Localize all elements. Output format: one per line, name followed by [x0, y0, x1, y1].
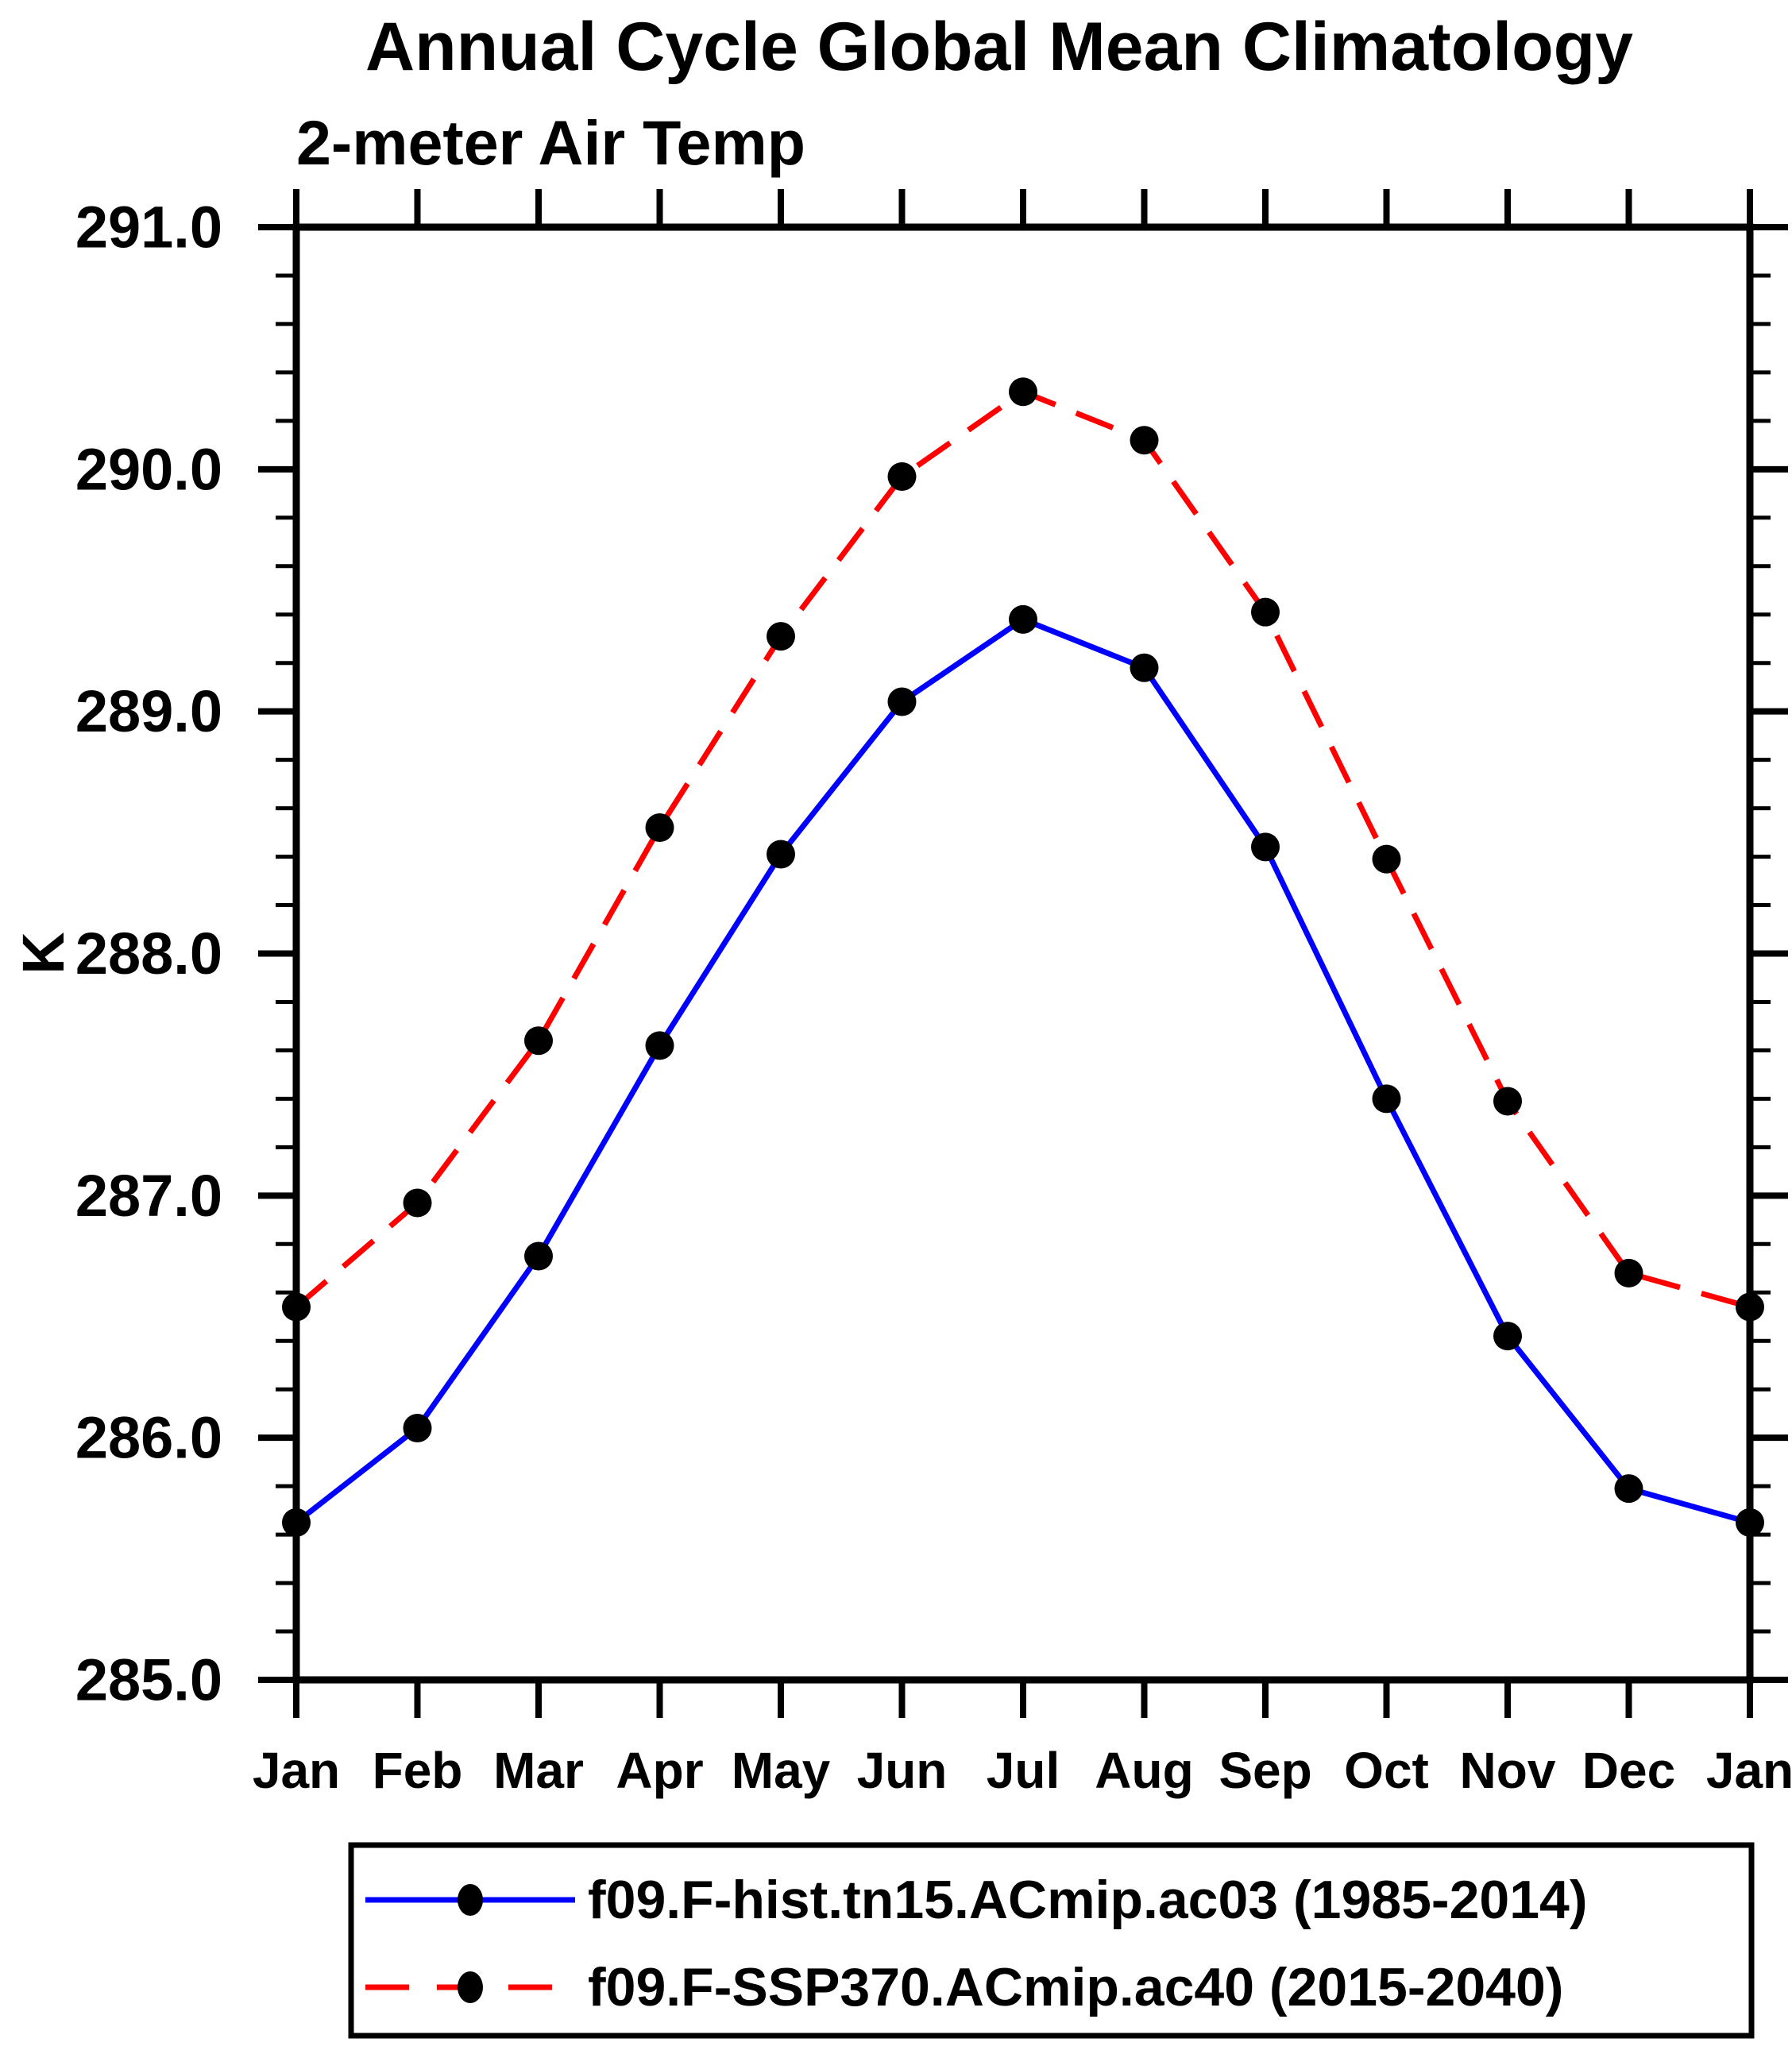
series-1-marker	[524, 1026, 553, 1056]
series-0-marker	[645, 1031, 674, 1060]
x-tick-label: Jan	[253, 1742, 340, 1799]
series-0-marker	[1251, 832, 1280, 862]
series-1-marker	[1372, 844, 1401, 874]
series-0-marker	[1372, 1084, 1401, 1114]
x-tick-label: Apr	[616, 1742, 703, 1799]
x-tick-label: Nov	[1460, 1742, 1556, 1799]
series-0-marker	[767, 840, 795, 869]
series-1-marker	[645, 813, 674, 842]
series-0-marker	[1736, 1508, 1764, 1537]
legend-marker-1	[458, 1971, 483, 2003]
series-layer	[282, 377, 1764, 1537]
x-tick-label: Oct	[1344, 1742, 1429, 1799]
series-0-marker	[403, 1413, 432, 1442]
plot-frame	[292, 223, 1754, 1684]
legend-layer: f09.F-hist.tn15.ACmip.ac03 (1985-2014) f0…	[348, 1842, 1755, 2039]
series-line-1	[294, 388, 1751, 1310]
series-1-marker	[1009, 377, 1037, 407]
series-0-marker	[524, 1241, 553, 1271]
series-1-marker	[403, 1188, 432, 1218]
y-tick-label: 290.0	[75, 436, 222, 502]
legend-label-0: f09.F-hist.tn15.ACmip.ac03 (1985-2014)	[588, 1870, 1588, 1930]
legend-box	[348, 1842, 1755, 2039]
series-1-marker	[1614, 1258, 1643, 1288]
x-tick-label: Jun	[857, 1742, 948, 1799]
y-axis-label: K	[10, 932, 76, 974]
series-1-marker	[282, 1292, 311, 1322]
series-0-marker	[887, 687, 917, 716]
series-1-marker	[887, 461, 917, 491]
y-tick-label: 285.0	[75, 1647, 222, 1713]
y-tick-label: 287.0	[75, 1163, 222, 1229]
y-tick-label: 289.0	[75, 678, 222, 744]
series-1-marker	[767, 622, 795, 651]
series-1-marker	[1493, 1087, 1522, 1116]
series-0-marker	[282, 1508, 311, 1537]
x-tick-label: Dec	[1582, 1742, 1675, 1799]
legend-label-1: f09.F-SSP370.ACmip.ac40 (2015-2040)	[588, 1957, 1563, 2017]
x-tick-label: May	[732, 1742, 831, 1799]
chart-subtitle: 2-meter Air Temp	[296, 107, 805, 178]
y-tick-label: 291.0	[75, 195, 222, 261]
series-1-marker	[1130, 426, 1159, 455]
series-0-marker	[1009, 604, 1037, 634]
x-tick-label: Aug	[1095, 1742, 1193, 1799]
series-0-marker	[1493, 1322, 1522, 1351]
x-tick-label: Jan	[1706, 1742, 1792, 1799]
series-0-marker	[1130, 653, 1159, 682]
series-1-marker	[1736, 1292, 1764, 1322]
axes-layer: 285.0 286.0 287.0 288.0 289.0 290.0 291.0 Jan Fe…	[75, 189, 1792, 1799]
y-tick-label: 286.0	[75, 1405, 222, 1471]
series-0-marker	[1614, 1474, 1643, 1504]
chart-title: Annual Cycle Global Mean Climatology	[365, 9, 1633, 85]
x-tick-label: Feb	[373, 1742, 463, 1799]
legend-marker-0	[458, 1884, 483, 1916]
y-tick-label: 288.0	[75, 921, 222, 986]
series-1-marker	[1251, 597, 1280, 627]
x-tick-label: Mar	[493, 1742, 584, 1799]
x-tick-label: Sep	[1218, 1742, 1311, 1799]
x-tick-label: Jul	[987, 1742, 1060, 1799]
